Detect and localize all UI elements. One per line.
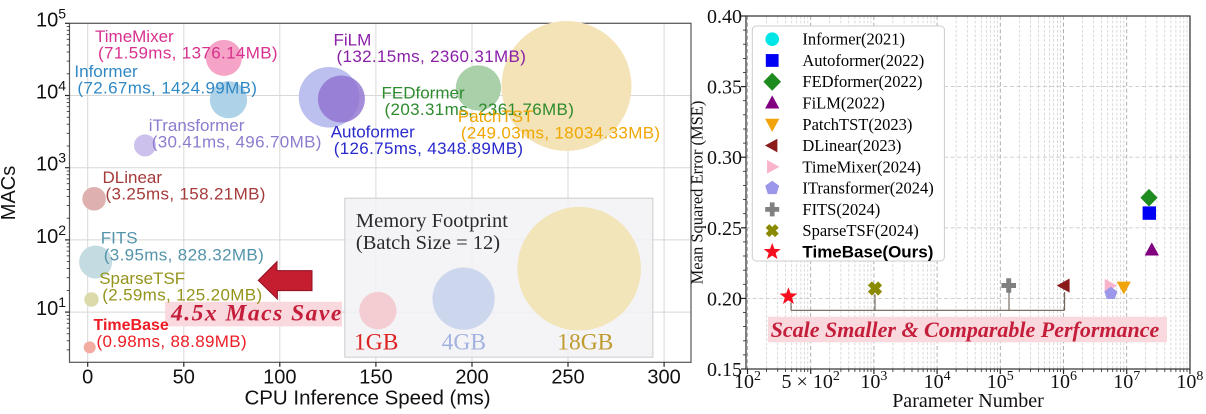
svg-text:Autoformer(2022): Autoformer(2022) [802, 51, 924, 70]
svg-text:Parameter Number: Parameter Number [892, 390, 1044, 412]
svg-text:FiLM(2022): FiLM(2022) [802, 94, 885, 113]
svg-text:(132.15ms, 2360.31MB): (132.15ms, 2360.31MB) [337, 47, 527, 66]
svg-text:SparseTSF: SparseTSF [99, 269, 185, 288]
svg-text:PatchTST(2023): PatchTST(2023) [802, 115, 912, 134]
svg-text:FEDformer(2022): FEDformer(2022) [802, 72, 922, 91]
svg-text:1GB: 1GB [354, 330, 398, 356]
svg-text:(30.41ms, 496.70MB): (30.41ms, 496.70MB) [152, 133, 322, 152]
svg-text:(126.75ms, 4348.89MB): (126.75ms, 4348.89MB) [334, 139, 524, 158]
svg-text:(Batch Size = 12): (Batch Size = 12) [356, 232, 500, 254]
svg-text:0.25: 0.25 [707, 218, 742, 240]
svg-text:104: 104 [36, 78, 66, 104]
svg-text:Informer: Informer [74, 62, 138, 81]
svg-text:150: 150 [359, 367, 392, 389]
svg-text:MACs: MACs [0, 166, 20, 220]
svg-text:TimeMixer(2024): TimeMixer(2024) [802, 157, 921, 176]
svg-text:0.15: 0.15 [707, 359, 742, 381]
svg-text:300: 300 [647, 367, 680, 389]
svg-text:0.40: 0.40 [707, 6, 742, 28]
svg-text:FITS: FITS [101, 229, 138, 248]
svg-text:107: 107 [1113, 369, 1140, 393]
svg-text:(72.67ms, 1424.99MB): (72.67ms, 1424.99MB) [77, 79, 257, 98]
svg-text:DLinear: DLinear [103, 168, 163, 187]
svg-text:Autoformer: Autoformer [331, 122, 415, 141]
svg-text:CPU Inference Speed (ms): CPU Inference Speed (ms) [244, 387, 490, 410]
svg-text:TimeBase: TimeBase [94, 317, 169, 334]
svg-text:4.5x Macs Save: 4.5x Macs Save [170, 301, 343, 327]
svg-text:TimeMixer: TimeMixer [95, 27, 174, 46]
svg-text:FiLM: FiLM [334, 31, 372, 50]
svg-text:100: 100 [263, 367, 296, 389]
svg-text:0.30: 0.30 [707, 147, 742, 169]
svg-text:Scale Smaller & Comparable Per: Scale Smaller & Comparable Performance [771, 317, 1160, 342]
svg-text:Informer(2021): Informer(2021) [802, 30, 905, 49]
svg-text:0.35: 0.35 [707, 77, 742, 99]
svg-text:DLinear(2023): DLinear(2023) [802, 136, 901, 155]
svg-text:ITransformer(2024): ITransformer(2024) [802, 179, 933, 198]
svg-text:5 × 102: 5 × 102 [782, 369, 840, 393]
svg-text:(203.31ms, 2361.76MB): (203.31ms, 2361.76MB) [385, 100, 575, 119]
svg-text:Mean Squared Error (MSE): Mean Squared Error (MSE) [688, 101, 707, 285]
svg-text:18GB: 18GB [557, 330, 613, 356]
svg-text:(3.95ms, 828.32MB): (3.95ms, 828.32MB) [104, 245, 264, 264]
svg-text:105: 105 [36, 5, 66, 31]
svg-text:iTransformer: iTransformer [149, 116, 245, 135]
svg-text:(249.03ms, 18034.33MB): (249.03ms, 18034.33MB) [461, 124, 661, 143]
svg-text:0: 0 [82, 367, 93, 389]
svg-text:4GB: 4GB [442, 330, 486, 356]
svg-text:Memory Footprint: Memory Footprint [356, 210, 508, 232]
svg-text:50: 50 [173, 367, 195, 389]
svg-text:FEDformer: FEDformer [382, 84, 465, 103]
svg-text:250: 250 [551, 367, 584, 389]
svg-text:(2.59ms, 125.20MB): (2.59ms, 125.20MB) [102, 286, 262, 305]
svg-text:TimeBase(Ours): TimeBase(Ours) [802, 242, 933, 261]
svg-text:SparseTSF(2024): SparseTSF(2024) [802, 221, 918, 240]
svg-text:FITS(2024): FITS(2024) [802, 200, 880, 219]
svg-text:0.20: 0.20 [707, 288, 742, 310]
svg-text:PatchTST: PatchTST [458, 107, 534, 126]
svg-text:(71.59ms, 1376.14MB): (71.59ms, 1376.14MB) [98, 44, 278, 63]
svg-text:(0.98ms, 88.89MB): (0.98ms, 88.89MB) [97, 332, 248, 351]
svg-text:(3.25ms, 158.21MB): (3.25ms, 158.21MB) [106, 185, 266, 204]
svg-text:200: 200 [455, 367, 488, 389]
